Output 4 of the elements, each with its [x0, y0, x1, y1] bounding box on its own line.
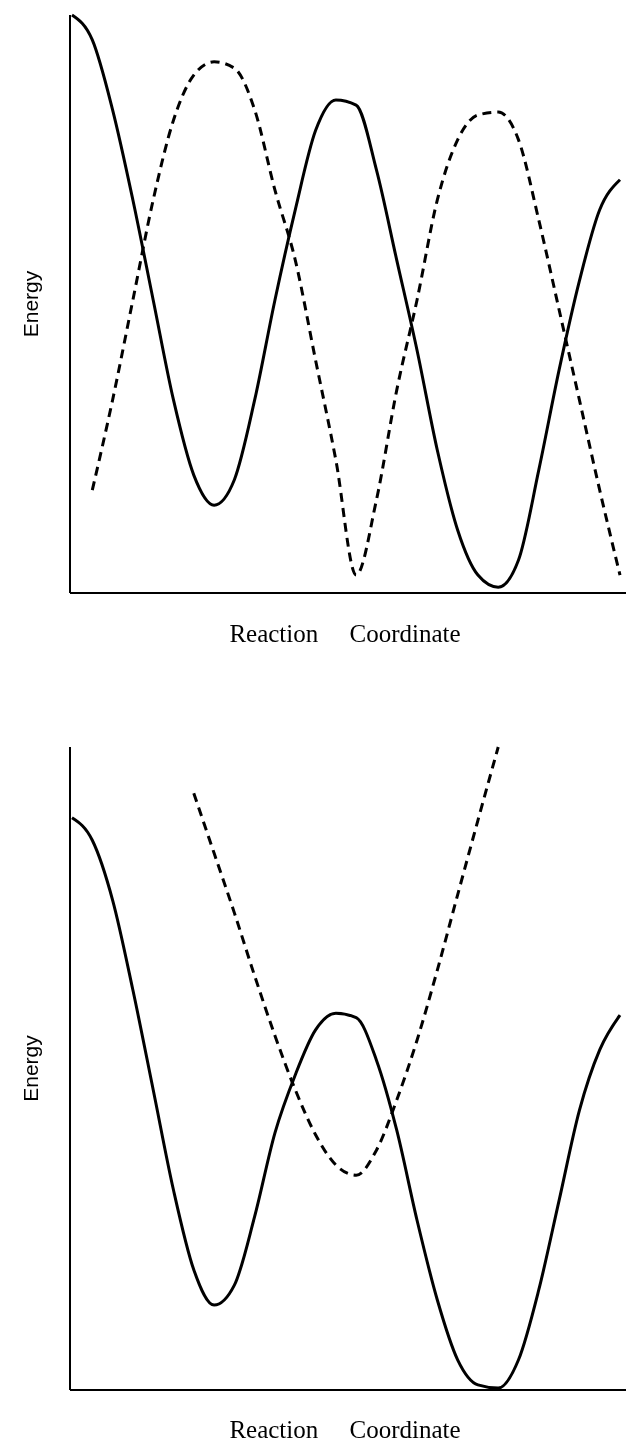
x-axis-title: Reaction Coordinate	[229, 1416, 461, 1443]
y-axis-title: Energy	[19, 270, 42, 338]
x-axis-title: Reaction Coordinate	[229, 620, 461, 647]
y-axis-title: Energy	[19, 1034, 42, 1102]
